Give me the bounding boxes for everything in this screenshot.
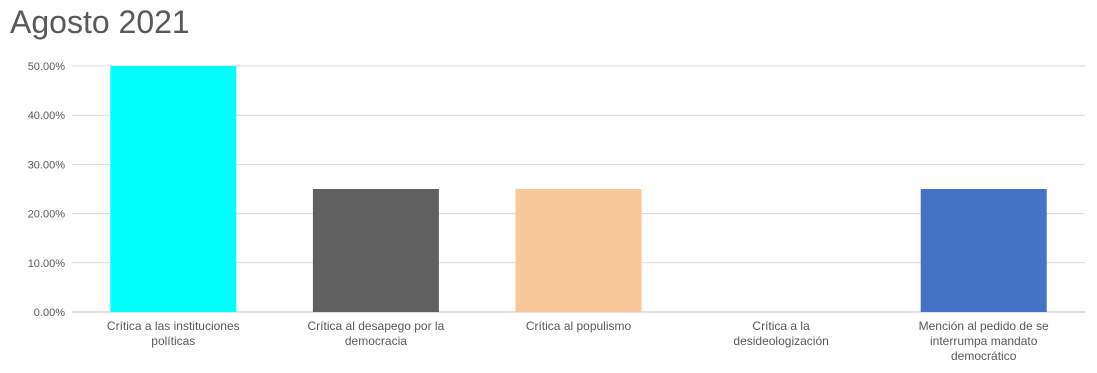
y-tick-label: 50.00% — [28, 61, 66, 73]
y-tick-label: 20.00% — [28, 209, 66, 221]
bar — [515, 189, 642, 312]
x-category-label: Crítica a las instituciones políticas — [107, 319, 240, 348]
y-tick-label: 30.00% — [28, 159, 66, 171]
bars — [110, 66, 1047, 312]
bar — [312, 189, 439, 312]
bar — [110, 66, 237, 312]
x-category-label: Crítica al desapego por la democracia — [308, 319, 445, 348]
y-tick-label: 10.00% — [28, 258, 66, 270]
y-tick-label: 0.00% — [34, 307, 65, 319]
x-axis-labels: Crítica a las instituciones políticas Crít… — [107, 319, 1049, 363]
bar — [920, 189, 1047, 312]
chart-title: Agosto 2021 — [10, 4, 190, 40]
x-category-label: Crítica a la desideologización — [733, 319, 828, 348]
x-category-label: Crítica al populismo — [526, 319, 632, 333]
y-tick-label: 40.00% — [28, 110, 66, 122]
y-axis-ticks: 0.00% 10.00% 20.00% 30.00% 40.00% 50.00% — [28, 61, 66, 319]
x-category-label: Mención al pedido de se interrumpa mandat… — [919, 319, 1049, 363]
